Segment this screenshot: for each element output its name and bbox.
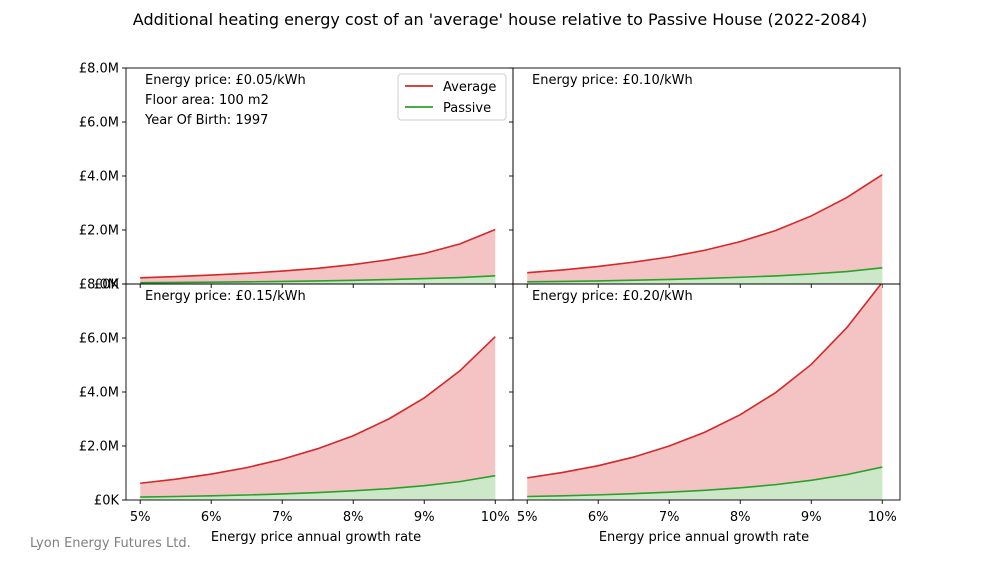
x-tick-label: 10% (481, 510, 510, 525)
x-tick-label: 8% (730, 510, 751, 525)
average-area (527, 174, 883, 284)
y-tick-label: £8.0M (79, 62, 119, 77)
y-tick-label: £2.0M (79, 224, 119, 239)
x-axis-label-left: Energy price annual growth rate (211, 530, 421, 545)
panel-plot-area (527, 173, 883, 284)
average-line (140, 228, 496, 279)
y-tick-label: £4.0M (79, 386, 119, 401)
passive-line (527, 267, 883, 283)
panel-info-label: Year Of Birth: 1997 (144, 113, 268, 128)
x-tick-label: 5% (517, 510, 538, 525)
average-line (527, 284, 882, 479)
panel-3: £0K £2.0M £4.0M £6.0M £8.0M 5% 6% 7% 8% 9% 10% Ener… (79, 278, 514, 525)
panel-4: 5% 6% 7% 8% 9% 10% Energy price: £0.20/kWh (509, 283, 901, 525)
x-tick-label: 6% (588, 510, 609, 525)
average-area (527, 284, 883, 500)
legend-label-passive: Passive (443, 101, 491, 116)
panel-price-label: Energy price: £0.20/kWh (532, 289, 693, 304)
x-tick-label: 9% (414, 510, 435, 525)
x-tick-label: 6% (201, 510, 222, 525)
average-line (140, 336, 496, 485)
credit-text: Lyon Energy Futures Ltd. (30, 536, 191, 551)
passive-line (140, 474, 496, 498)
x-tick-label: 9% (801, 510, 822, 525)
x-tick-label: 8% (343, 510, 364, 525)
y-tick-label: £0K (94, 494, 120, 509)
y-tick-label: £4.0M (79, 170, 119, 185)
x-tick-label: 7% (272, 510, 293, 525)
x-axis-label-right: Energy price annual growth rate (599, 530, 809, 545)
y-tick-label: £0K (94, 278, 120, 293)
panel-2: Energy price: £0.10/kWh (509, 67, 901, 288)
chart-panels: £0K £2.0M £4.0M £6.0M £8.0M Energy price: £0.… (79, 62, 901, 525)
panel-price-label: Energy price: £0.10/kWh (532, 73, 693, 88)
y-tick-label: £8.0M (79, 278, 119, 293)
legend: Average Passive (397, 73, 507, 121)
chart-title: Additional heating energy cost of an 'av… (133, 10, 867, 29)
legend-label-average: Average (443, 80, 496, 95)
average-area (140, 336, 496, 500)
panel-price-label: Energy price: £0.15/kWh (145, 289, 306, 304)
panel-plot-area (527, 284, 883, 500)
average-area (140, 229, 496, 284)
passive-line (140, 274, 496, 284)
panel-1: £0K £2.0M £4.0M £6.0M £8.0M Energy price: £0.… (79, 62, 514, 293)
x-tick-label: 5% (130, 510, 151, 525)
passive-line (527, 466, 883, 498)
x-tick-label: 10% (868, 510, 897, 525)
passive-area (527, 467, 883, 500)
passive-area (140, 475, 496, 500)
passive-area (140, 275, 496, 284)
y-tick-label: £6.0M (79, 116, 119, 131)
panel-plot-area (140, 228, 496, 284)
panel-info-label: Floor area: 100 m2 (145, 93, 269, 108)
y-tick-label: £2.0M (79, 440, 119, 455)
average-line (527, 173, 883, 274)
panel-plot-area (140, 336, 496, 500)
passive-area (527, 267, 883, 284)
panel-price-label: Energy price: £0.05/kWh (145, 73, 306, 88)
x-tick-label: 7% (659, 510, 680, 525)
y-tick-label: £6.0M (79, 332, 119, 347)
